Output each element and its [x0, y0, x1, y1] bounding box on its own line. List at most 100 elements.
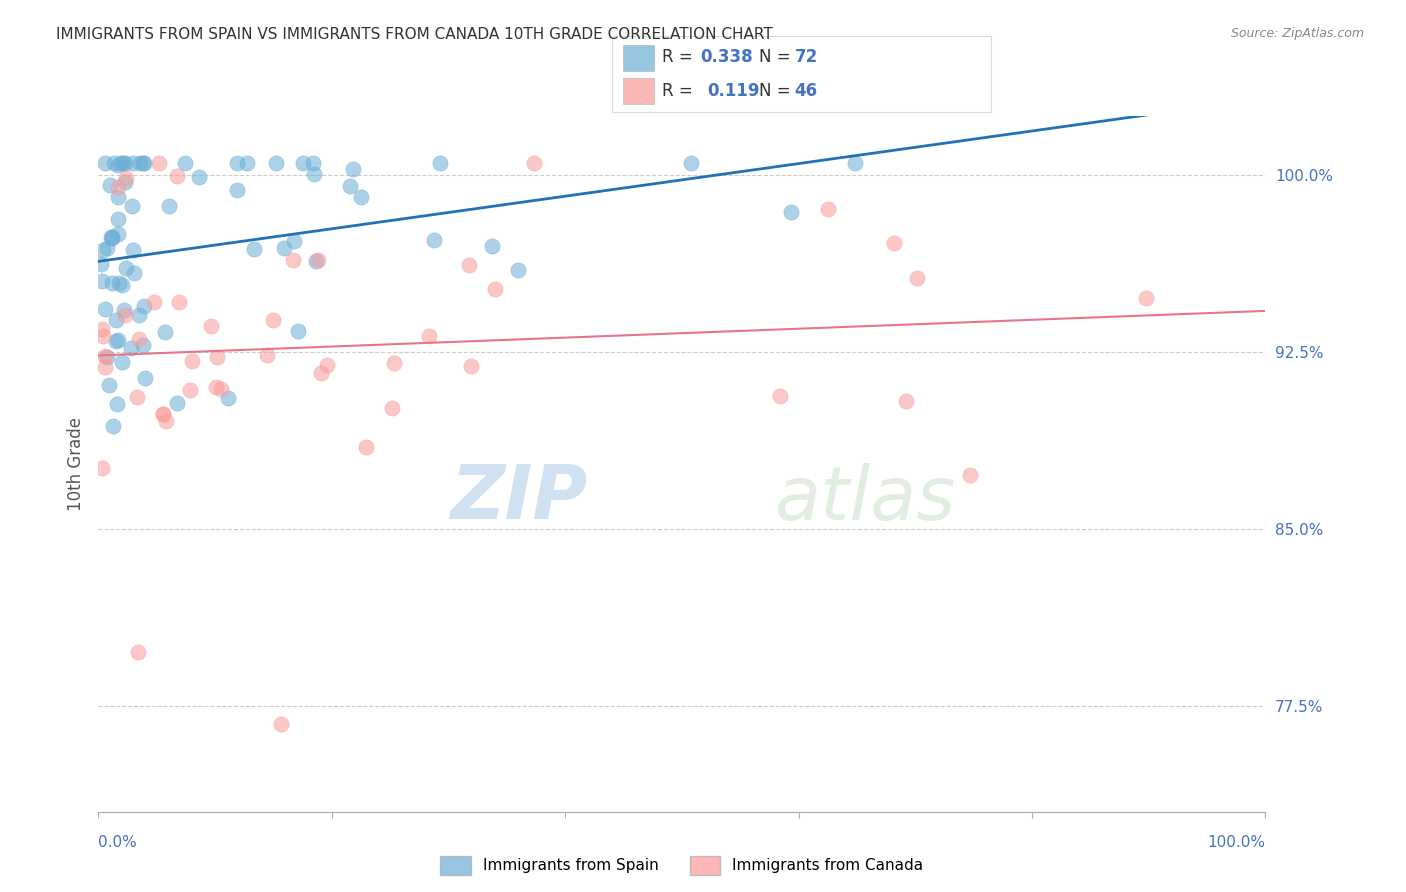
Point: [152, 407, 174, 421]
Point: [264, 156, 287, 170]
Point: [262, 313, 284, 327]
Text: 0.338: 0.338: [700, 48, 752, 66]
Point: [96, 350, 118, 364]
Point: [157, 199, 180, 213]
Point: [200, 318, 222, 333]
Point: [114, 175, 136, 189]
Point: [307, 253, 329, 268]
Point: [107, 212, 129, 227]
Point: [270, 717, 292, 731]
Point: [148, 156, 170, 170]
Point: [302, 156, 325, 170]
Point: [111, 156, 134, 170]
Point: [107, 158, 129, 172]
Point: [107, 180, 129, 194]
Point: [217, 391, 239, 405]
Point: [283, 234, 305, 248]
Point: [817, 202, 839, 217]
Point: [188, 169, 211, 184]
Point: [844, 156, 866, 170]
Point: [204, 380, 226, 394]
Text: ZIP: ZIP: [451, 462, 589, 535]
Point: [273, 241, 295, 255]
Point: [429, 156, 451, 170]
Text: Source: ZipAtlas.com: Source: ZipAtlas.com: [1230, 27, 1364, 40]
Legend: Immigrants from Spain, Immigrants from Canada: Immigrants from Spain, Immigrants from C…: [434, 850, 929, 880]
Point: [134, 371, 156, 385]
Point: [101, 231, 124, 245]
Text: 0.0%: 0.0%: [98, 836, 138, 850]
Point: [305, 253, 328, 268]
Point: [679, 156, 702, 170]
Point: [97, 377, 120, 392]
Point: [91, 243, 114, 257]
Point: [342, 162, 364, 177]
Point: [167, 295, 190, 310]
Point: [129, 156, 152, 170]
Point: [959, 467, 981, 482]
Point: [128, 308, 150, 322]
Point: [122, 156, 145, 170]
Point: [309, 366, 332, 380]
Point: [423, 234, 446, 248]
Point: [132, 338, 155, 352]
Point: [179, 383, 201, 397]
Point: [107, 190, 129, 204]
Text: 100.0%: 100.0%: [1208, 836, 1265, 850]
Point: [90, 274, 112, 288]
Point: [121, 199, 143, 213]
Point: [484, 282, 506, 296]
Point: [110, 277, 132, 292]
Point: [107, 277, 129, 291]
Point: [291, 156, 314, 170]
Point: [302, 167, 325, 181]
Text: 0.119: 0.119: [707, 82, 759, 100]
Text: N =: N =: [759, 48, 796, 66]
Text: 72: 72: [794, 48, 818, 66]
Point: [418, 329, 440, 343]
Point: [94, 360, 117, 375]
Point: [107, 227, 129, 241]
Point: [181, 354, 204, 368]
Point: [174, 156, 197, 170]
Point: [103, 156, 125, 170]
Point: [114, 170, 136, 185]
Point: [100, 276, 122, 290]
Point: [143, 295, 166, 310]
Point: [315, 358, 337, 372]
Point: [354, 440, 377, 454]
Point: [105, 312, 128, 326]
Point: [104, 334, 127, 349]
Point: [225, 183, 247, 197]
Point: [153, 325, 176, 339]
Text: N =: N =: [759, 82, 796, 100]
Point: [883, 236, 905, 251]
Point: [110, 156, 132, 170]
Point: [114, 308, 136, 322]
Point: [121, 243, 143, 257]
Point: [152, 407, 174, 421]
Point: [205, 350, 228, 364]
Point: [166, 169, 188, 184]
Point: [155, 414, 177, 428]
Point: [780, 205, 803, 219]
Point: [115, 260, 138, 275]
Point: [114, 156, 136, 170]
Point: [236, 156, 259, 170]
Point: [91, 329, 114, 343]
Point: [122, 267, 145, 281]
Point: [94, 349, 117, 363]
Point: [127, 645, 149, 659]
Point: [132, 299, 155, 313]
Point: [91, 460, 114, 475]
Point: [107, 333, 129, 347]
Point: [105, 397, 128, 411]
Point: [460, 359, 482, 373]
Point: [209, 382, 232, 396]
Point: [134, 156, 156, 170]
Point: [905, 270, 928, 285]
Point: [127, 390, 149, 404]
Point: [481, 239, 503, 253]
Text: R =: R =: [662, 82, 703, 100]
Point: [128, 333, 150, 347]
